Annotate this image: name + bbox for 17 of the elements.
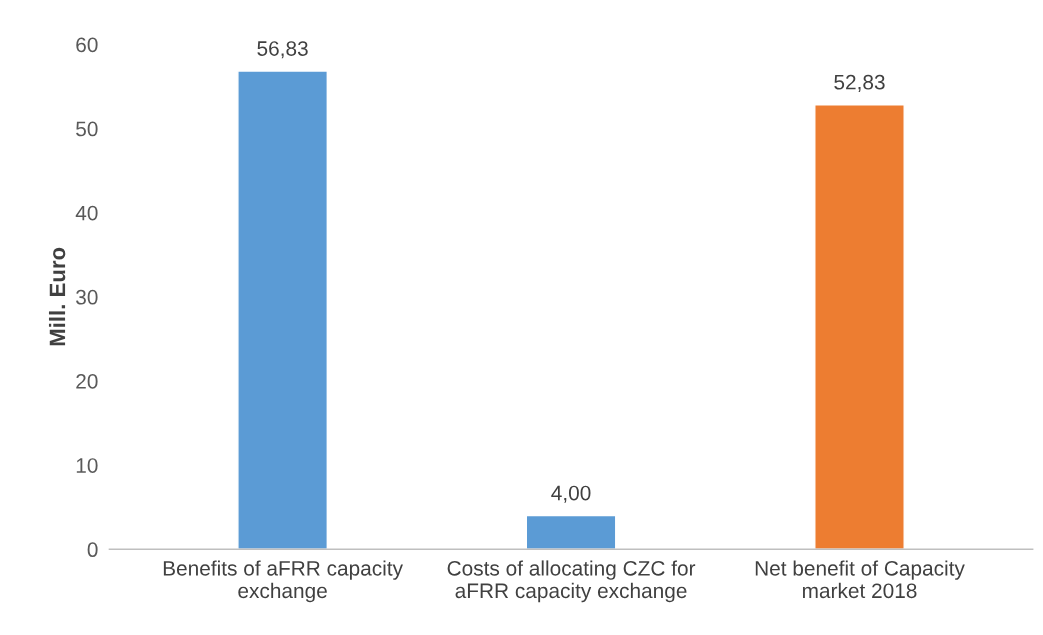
data-label: 56,83 xyxy=(257,41,308,59)
bar xyxy=(525,514,617,550)
y-tick-label: 20 xyxy=(76,374,98,389)
bar xyxy=(237,70,328,550)
y-tick-label: 60 xyxy=(76,37,98,53)
y-axis-title: Mill. Euro xyxy=(48,247,66,346)
data-label: 52,83 xyxy=(834,74,885,93)
y-tick-label: 30 xyxy=(76,289,98,305)
x-tick-label: Costs of allocating CZC for aFRR capacity exchange xyxy=(447,560,696,603)
y-tick-label: 10 xyxy=(76,458,98,473)
y-tick-label: 50 xyxy=(76,121,98,137)
bar xyxy=(814,104,905,550)
y-tick-label: 0 xyxy=(87,542,98,558)
x-tick-label: Net benefit of Capacity market 2018 xyxy=(755,560,965,599)
y-tick-label: 40 xyxy=(75,205,98,221)
data-label: 4,00 xyxy=(551,485,591,503)
x-tick-label: Benefits of aFRR capacity exchange xyxy=(163,560,403,603)
